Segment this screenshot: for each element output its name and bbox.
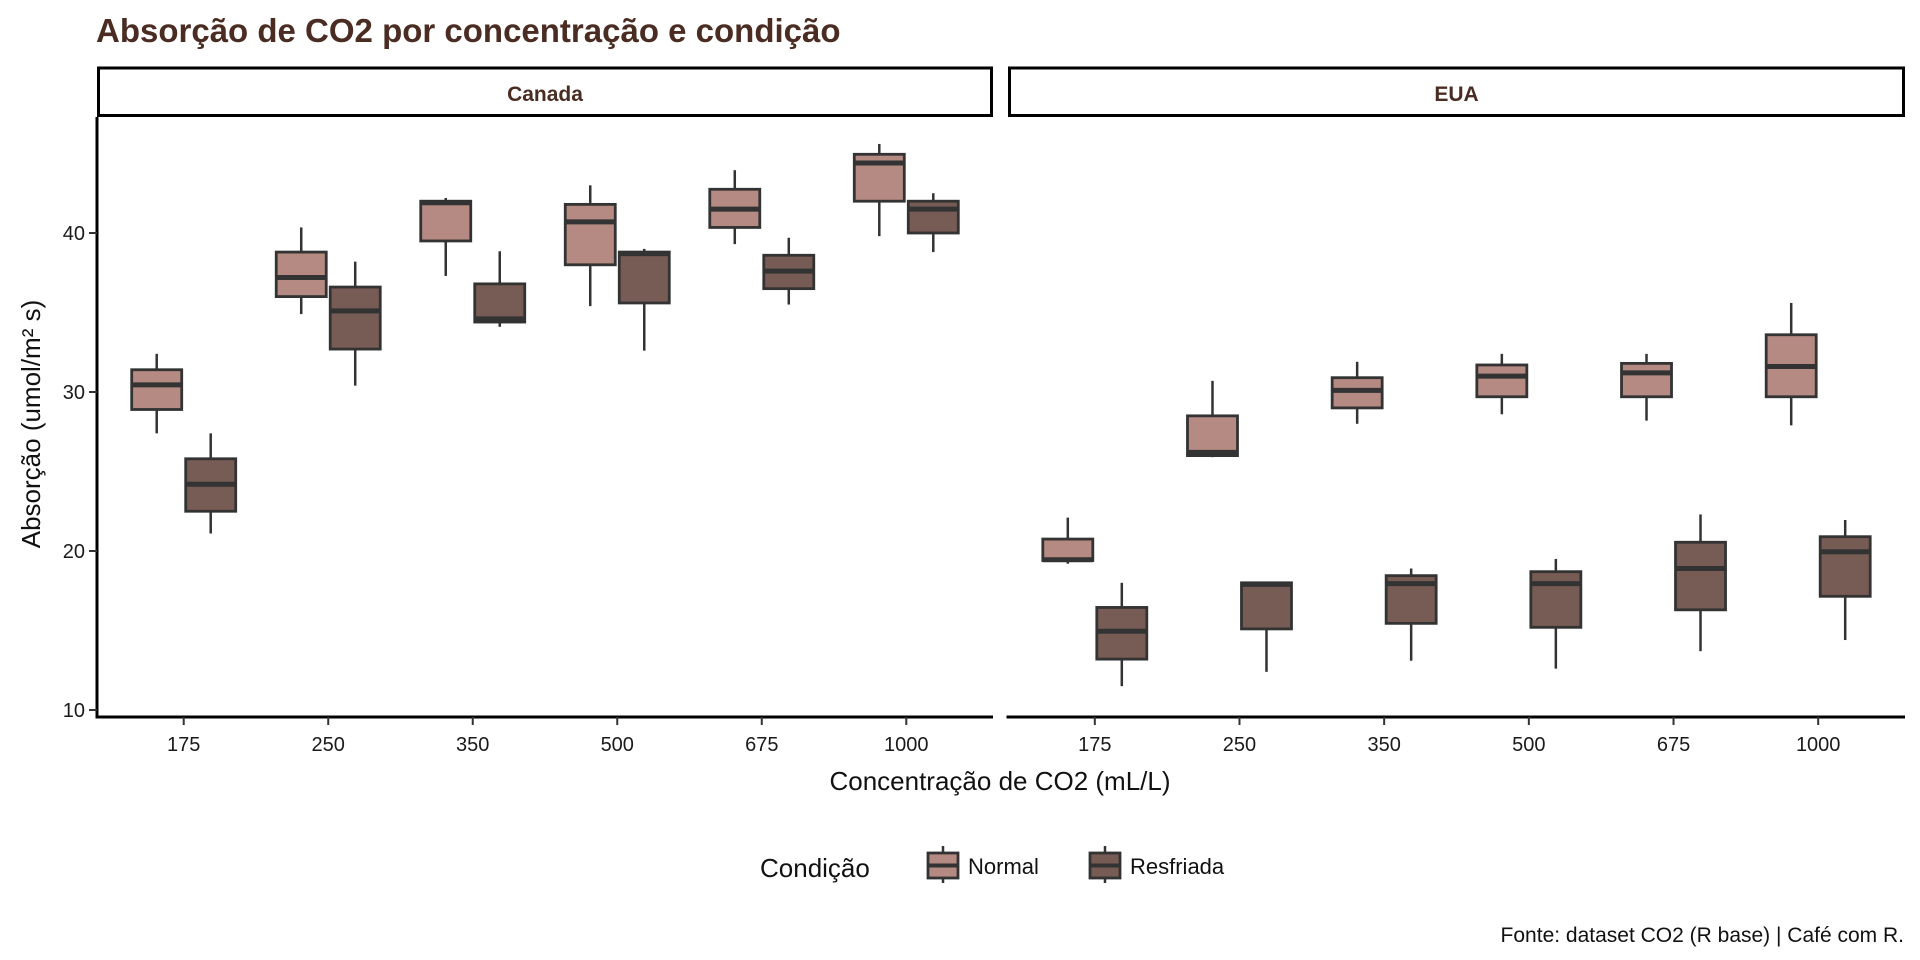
- caption: Fonte: dataset CO2 (R base) | Café com R…: [1501, 924, 1904, 947]
- x-tick-label: 350: [1367, 734, 1400, 756]
- legend: Condição Normal Resfriada: [760, 846, 1225, 883]
- boxplot-resfriada-350: [473, 251, 527, 327]
- boxplot-resfriada-500: [617, 248, 671, 351]
- x-tick-label: 350: [456, 734, 489, 756]
- facet-panel: EUA 175 250 350 500 675 1000: [1006, 66, 1905, 756]
- legend-entries: Normal Resfriada: [926, 846, 1225, 883]
- box: [1186, 414, 1239, 458]
- x-tick-label: 175: [167, 734, 200, 756]
- strip-box: [97, 66, 993, 117]
- boxplot-normal-350: [1330, 361, 1384, 424]
- x-tick-label: 675: [1657, 734, 1690, 756]
- facet-panel: Canada 10 20 30 40 175 250 350 500 675 1000: [63, 66, 993, 756]
- boxplot-normal-500: [1475, 353, 1529, 415]
- box: [328, 285, 382, 351]
- x-tick-label: 1000: [884, 734, 929, 756]
- boxplot-resfriada-175: [1095, 582, 1149, 687]
- boxplot-resfriada-500: [1529, 558, 1583, 669]
- boxplot-normal-1000: [852, 143, 906, 237]
- box: [617, 250, 671, 305]
- x-tick-label: 175: [1078, 734, 1111, 756]
- boxplot-normal-250: [274, 227, 328, 315]
- x-tick-label: 250: [1223, 734, 1256, 756]
- box: [473, 282, 527, 324]
- box: [1475, 363, 1529, 399]
- boxplot-resfriada-1000: [1818, 519, 1872, 641]
- legend-label: Resfriada: [1130, 854, 1225, 879]
- legend-label: Normal: [968, 854, 1039, 879]
- box: [1620, 361, 1673, 399]
- boxplot-normal-350: [419, 198, 473, 276]
- boxplot-resfriada-250: [1240, 581, 1293, 672]
- box: [130, 368, 184, 411]
- y-tick-label: 30: [63, 382, 85, 404]
- box: [1529, 570, 1583, 629]
- box: [1240, 581, 1293, 631]
- box: [563, 202, 617, 267]
- x-tick-label: 500: [1512, 734, 1545, 756]
- legend-title: Condição: [760, 853, 870, 883]
- box: [419, 199, 473, 243]
- legend-entry-normal: Normal: [926, 846, 1039, 883]
- box: [274, 250, 328, 299]
- box: [1674, 540, 1727, 612]
- legend-entry-resfriada: Resfriada: [1088, 846, 1225, 883]
- boxplot-normal-675: [708, 170, 762, 245]
- boxplot-normal-1000: [1764, 302, 1818, 426]
- y-tick-label: 20: [63, 541, 85, 563]
- x-axis-title: Concentração de CO2 (mL/L): [829, 766, 1170, 796]
- box: [1818, 535, 1872, 598]
- box: [906, 199, 960, 235]
- boxplot-resfriada-675: [762, 237, 816, 305]
- boxplot-normal-175: [1041, 517, 1095, 564]
- boxplot-resfriada-1000: [906, 193, 960, 253]
- chart-title: Absorção de CO2 por concentração e condi…: [96, 12, 841, 49]
- strip-label: EUA: [1434, 83, 1478, 106]
- strip-box: [1008, 66, 1905, 117]
- x-tick-label: 675: [745, 734, 778, 756]
- strip-label: Canada: [507, 83, 583, 106]
- boxplot-resfriada-675: [1674, 514, 1727, 652]
- y-axis-title: Absorção (umol/m² s): [16, 300, 46, 549]
- boxplot-normal-250: [1186, 380, 1239, 458]
- boxplot-resfriada-250: [328, 261, 382, 386]
- y-tick-label: 10: [63, 700, 85, 722]
- x-tick-label: 250: [312, 734, 345, 756]
- x-tick-label: 1000: [1796, 734, 1841, 756]
- boxplot-normal-175: [130, 353, 184, 434]
- x-tick-label: 500: [601, 734, 634, 756]
- boxplot-normal-500: [563, 185, 617, 307]
- boxplot-resfriada-350: [1384, 568, 1438, 661]
- boxplot-normal-675: [1620, 353, 1673, 421]
- facets: Canada 10 20 30 40 175 250 350 500 675 1000 EUA 175 2…: [63, 66, 1905, 756]
- y-tick-label: 40: [63, 223, 85, 245]
- boxplot-resfriada-175: [184, 433, 238, 534]
